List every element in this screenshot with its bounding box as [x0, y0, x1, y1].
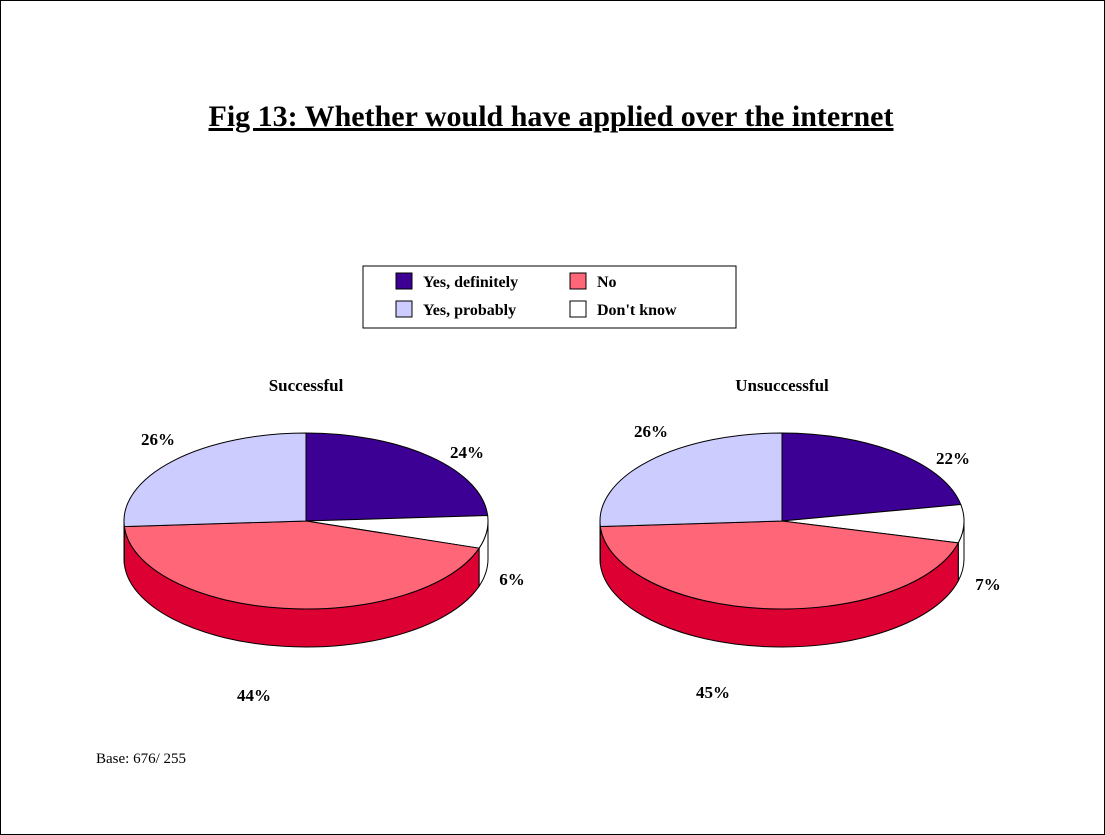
data-label-unsuccessful-yes-probably: 26% — [634, 422, 668, 441]
chart-title: Fig 13: Whether would have applied over … — [208, 100, 894, 133]
pie-title-unsuccessful: Unsuccessful — [735, 376, 829, 395]
data-label-unsuccessful-yes-definitely: 22% — [936, 449, 970, 468]
slice-successful-no — [123, 520, 480, 610]
legend-label-yes-definitely: Yes, definitely — [423, 274, 518, 291]
pie-successful: Successful 24% 6% 44% 26% — [123, 376, 525, 705]
legend-swatch-yes-probably — [395, 300, 413, 318]
data-label-successful-no: 44% — [237, 686, 271, 705]
slice-successful-yes-definitely — [305, 432, 489, 522]
legend-swatch-don-t-know — [569, 300, 587, 318]
legend-swatch-yes-definitely — [395, 272, 413, 290]
data-label-unsuccessful-no: 45% — [696, 683, 730, 702]
slice-successful-yes-probably — [123, 432, 307, 528]
slice-unsuccessful-yes-probably — [599, 432, 783, 528]
slice-unsuccessful-yes-definitely — [781, 432, 962, 522]
legend-box — [362, 265, 737, 329]
base-note: Base: 676/ 255 — [96, 751, 186, 767]
legend: Yes, definitely No Yes, probably Don't know — [362, 265, 737, 329]
legend-swatch-no — [569, 272, 587, 290]
legend-label-don-t-know: Don't know — [597, 302, 677, 319]
legend-label-yes-probably: Yes, probably — [423, 302, 516, 319]
data-label-unsuccessful-don-t-know: 7% — [975, 575, 1001, 594]
pie-title-successful: Successful — [269, 376, 344, 395]
data-label-successful-don-t-know: 6% — [499, 570, 525, 589]
pie-unsuccessful: Unsuccessful 22% 7% 45% 26% — [599, 376, 1001, 702]
data-label-successful-yes-definitely: 24% — [450, 443, 484, 462]
slice-unsuccessful-no — [599, 520, 960, 610]
legend-label-no: No — [597, 274, 617, 291]
data-label-successful-yes-probably: 26% — [141, 430, 175, 449]
